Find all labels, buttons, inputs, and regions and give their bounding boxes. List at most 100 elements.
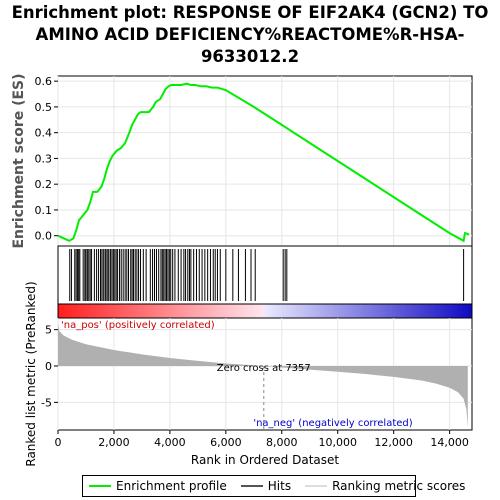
color-bar-segment [189, 304, 194, 318]
color-bar-segment [102, 304, 107, 318]
color-bar-segment [247, 304, 252, 318]
title-line-2: AMINO ACID DEFICIENCY%REACTOME%R-HSA- [35, 25, 465, 44]
color-bar-segment [316, 304, 321, 318]
color-bar-segment [202, 304, 207, 318]
color-bar-segment [106, 304, 111, 318]
color-bar-segment [282, 304, 287, 318]
color-bar-segment [427, 304, 432, 318]
color-bar-segment [171, 304, 176, 318]
es-grid [57, 76, 472, 246]
color-bar-segment [71, 304, 76, 318]
color-bar-segment [220, 304, 225, 318]
color-bar-segment [120, 304, 125, 318]
color-bar-segment [154, 304, 159, 318]
color-bar-segment [158, 304, 162, 318]
color-bar-segment [313, 304, 318, 318]
color-bar-segment [133, 304, 138, 318]
color-bar-segment [299, 304, 304, 318]
color-bar-segment [127, 304, 131, 318]
x-tick-label: 10,000 [318, 436, 357, 449]
color-bar-segment [206, 304, 211, 318]
color-bar-segment [144, 304, 149, 318]
color-bar-segment [147, 304, 152, 318]
color-bar-segment [371, 304, 376, 318]
color-bar-segment [416, 304, 421, 318]
color-bar-segment [113, 304, 118, 318]
color-bar-segment [244, 304, 249, 318]
color-bar-segment [178, 304, 183, 318]
es-y-label: Enrichment score (ES) [11, 73, 27, 248]
color-bar-segment [233, 304, 238, 318]
color-bar-segment [240, 304, 245, 318]
color-bar-segment [465, 304, 470, 318]
color-bar-segment [137, 304, 142, 318]
color-bar-segment [396, 304, 401, 318]
color-bar-segment [185, 304, 190, 318]
color-bar-segment [306, 304, 311, 318]
color-bar-segment [309, 304, 314, 318]
color-bar-segment [68, 304, 73, 318]
color-bar-segment [292, 304, 297, 318]
color-bar-segment [123, 304, 128, 318]
chart-title: Enrichment plot: RESPONSE OF EIF2AK4 (GC… [0, 2, 500, 68]
legend: Enrichment profile Hits Ranking metric s… [82, 475, 465, 497]
color-bar-segment [468, 304, 473, 318]
es-y-ticks: 0.0 0.1 0.2 0.3 0.4 0.5 0.6 [35, 75, 58, 243]
color-bar-segment [423, 304, 428, 318]
ranking-color-bar [58, 304, 473, 318]
color-bar-segment [461, 304, 466, 318]
x-tick-label: 0 [55, 436, 62, 449]
color-bar-segment [216, 304, 221, 318]
legend-label-enrichment: Enrichment profile [116, 479, 227, 493]
color-bar-segment [175, 304, 180, 318]
x-ticks: 0 2,000 4,000 6,000 8,000 10,000 12,000 14,000 [55, 430, 469, 449]
es-y-tick-label: 0.1 [35, 204, 53, 217]
color-bar-segment [399, 304, 404, 318]
color-bar-segment [151, 304, 156, 318]
metric-y-label: Ranked list metric (PreRanked) [24, 281, 38, 466]
color-bar-segment [109, 304, 114, 318]
color-bar-segment [285, 304, 290, 318]
color-bar-segment [278, 304, 283, 318]
color-bar-segment [440, 304, 445, 318]
color-bar-segment [230, 304, 235, 318]
metric-y-ticks: -5 0 5 [41, 324, 58, 409]
color-bar-segment [330, 304, 335, 318]
color-bar-segment [365, 304, 369, 318]
negative-correlation-label: 'na_neg' (negatively correlated) [253, 418, 412, 429]
color-bar-segment [368, 304, 373, 318]
color-bar-segment [213, 304, 218, 318]
ranked-metric-area [58, 323, 468, 428]
x-tick-label: 14,000 [430, 436, 469, 449]
color-bar-segment [302, 304, 307, 318]
color-bar-segment [82, 304, 87, 318]
color-bar-segment [95, 304, 100, 318]
color-bar-segment [227, 304, 231, 318]
color-bar-segment [296, 304, 300, 318]
color-bar-segment [164, 304, 169, 318]
enrichment-profile-line [57, 82, 470, 243]
es-y-tick-label: 0.2 [35, 178, 53, 191]
es-y-tick-label: 0.5 [35, 101, 53, 114]
color-bar-segment [351, 304, 356, 318]
color-bar-segment [116, 304, 121, 318]
legend-item-hits: Hits [240, 479, 291, 493]
color-bar-segment [99, 304, 104, 318]
legend-item-ranking: Ranking metric scores [305, 479, 465, 493]
color-bar-segment [275, 304, 280, 318]
color-bar-segment [271, 304, 276, 318]
x-tick-label: 6,000 [210, 436, 242, 449]
color-bar-segment [358, 304, 363, 318]
color-bar-segment [406, 304, 411, 318]
color-bar-segment [430, 304, 435, 318]
legend-swatch-hits [240, 485, 263, 487]
zero-cross-label: Zero cross at 7357 [217, 363, 311, 374]
color-bar-segment [161, 304, 166, 318]
es-y-tick-label: 0.6 [35, 75, 53, 88]
hits-group [69, 249, 465, 301]
color-bar-segment [254, 304, 259, 318]
color-bar-segment [64, 304, 69, 318]
color-bar-segment [403, 304, 407, 318]
color-bar-segment [327, 304, 332, 318]
color-bar-segment [434, 304, 438, 318]
